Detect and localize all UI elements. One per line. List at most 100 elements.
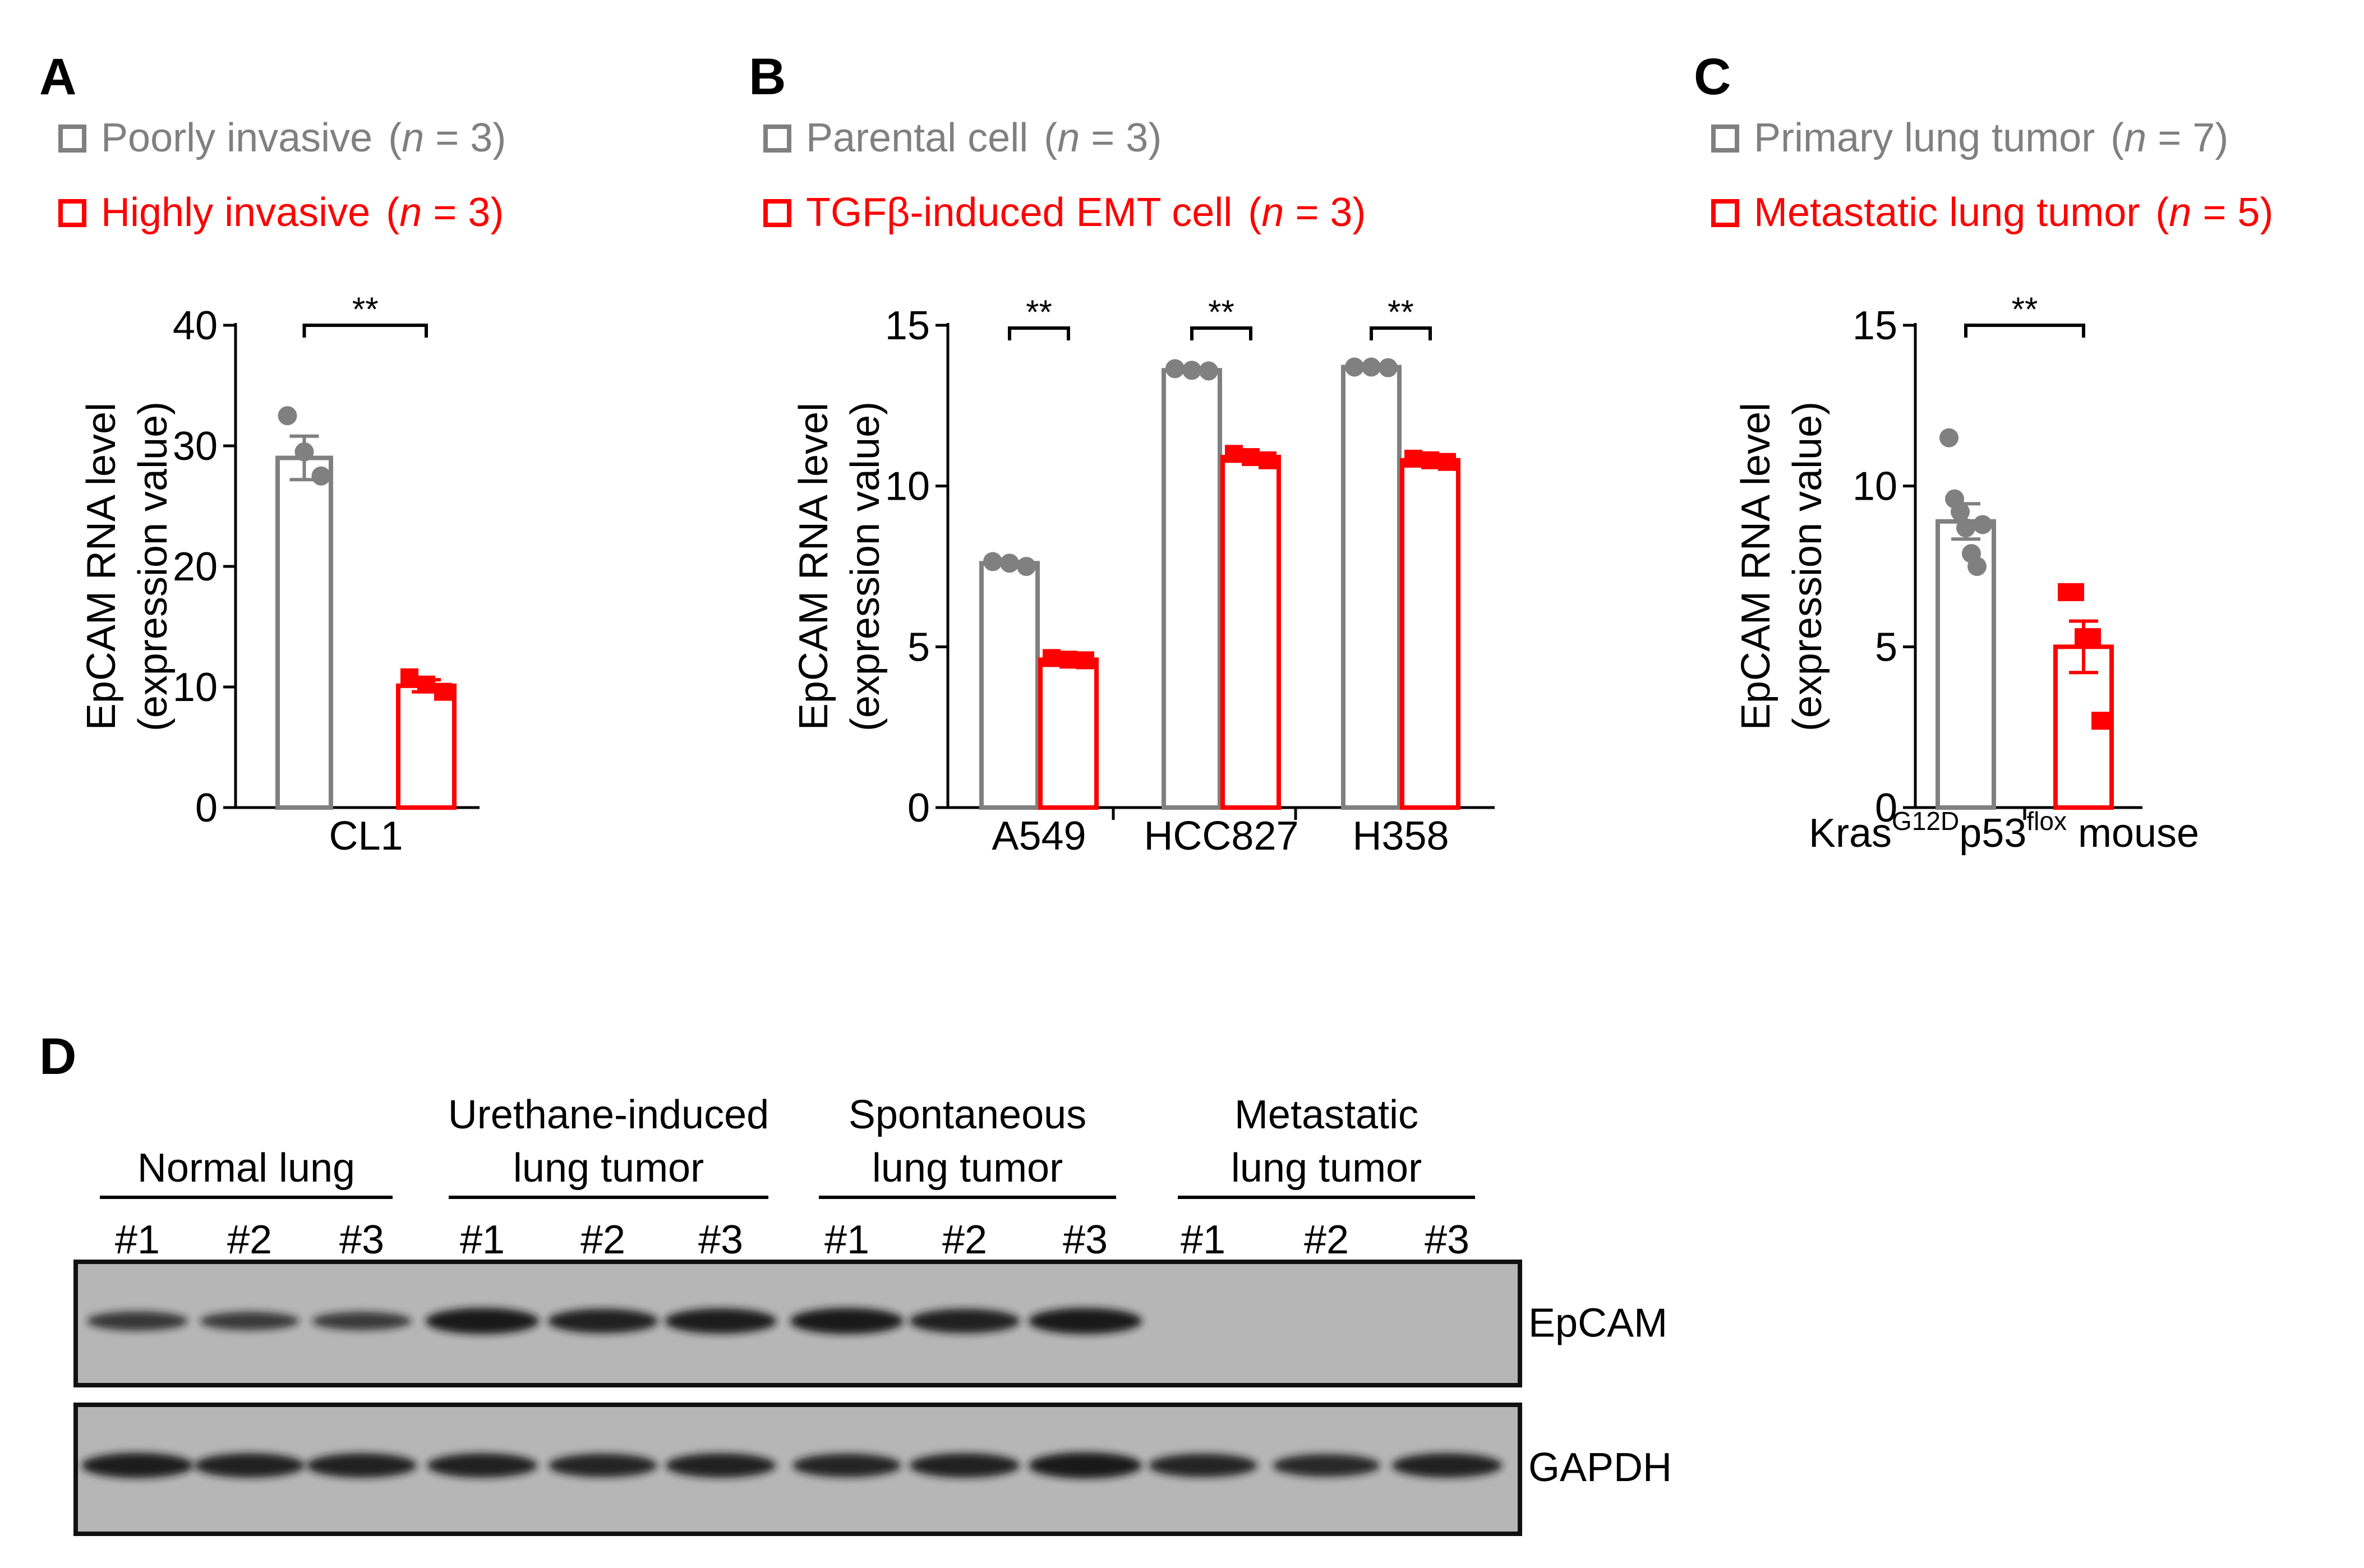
significance-marker: **: [1208, 293, 1234, 331]
data-point: [1059, 651, 1077, 669]
legend-swatch: [1711, 199, 1739, 227]
blot-lane-label: #2: [227, 1217, 272, 1262]
significance-bracket: [1190, 326, 1252, 340]
x-category-label: CL1: [329, 814, 403, 859]
bar: [1162, 368, 1222, 810]
y-tick-label: 10: [173, 665, 218, 710]
data-point: [294, 442, 314, 462]
blot-lane-label: #2: [942, 1217, 987, 1262]
blot-band: [312, 1312, 412, 1331]
data-point: [1225, 445, 1243, 463]
significance-marker: **: [352, 290, 379, 328]
blot-band: [792, 1454, 901, 1478]
data-point: [1404, 449, 1422, 468]
blot-band: [790, 1308, 904, 1334]
data-point: [1076, 651, 1094, 670]
panel-a-chart: Poorly invasive (n = 3) Highly invasive (n …: [58, 116, 506, 859]
data-point: [1182, 361, 1201, 380]
data-point: [1956, 518, 1975, 538]
blot-group-label: lung tumor: [513, 1146, 704, 1191]
data-point: [2091, 712, 2109, 730]
legend-swatch: [1711, 124, 1739, 153]
significance-marker: **: [1388, 293, 1414, 331]
data-point: [1939, 428, 1959, 448]
bar: [979, 561, 1040, 810]
blot-band: [1028, 1308, 1142, 1334]
panel-c-chart: Primary lung tumor (n = 7) Metastatic lung…: [1711, 116, 2273, 831]
legend-swatch: [58, 199, 86, 227]
data-point: [1017, 557, 1036, 576]
significance-marker: **: [2012, 290, 2038, 328]
western-blot: Normal lung Urethane-induced lung tumor Spo…: [73, 1092, 1672, 1536]
blot-band: [1273, 1454, 1380, 1477]
y-tick-label: 5: [1875, 625, 1897, 670]
blot-lane-label: #2: [1304, 1217, 1349, 1262]
legend-entry: Highly invasive (n = 3): [101, 190, 504, 235]
blot-band: [1149, 1454, 1257, 1478]
legend-entry: Parental cell (n = 3): [806, 116, 1162, 160]
legend-entry: TGFβ-induced EMT cell (n = 3): [806, 190, 1366, 235]
blot-band: [427, 1453, 538, 1478]
blot-lane-label: #3: [698, 1217, 743, 1262]
blot-group-label: Metastatic: [1234, 1092, 1418, 1137]
blot-lane-label: #3: [1425, 1217, 1469, 1262]
blot-lane-label: #3: [339, 1217, 384, 1262]
y-tick-label: 20: [173, 545, 218, 589]
blot-lane-label: #1: [1181, 1217, 1225, 1262]
blot-group-label: lung tumor: [872, 1146, 1063, 1191]
data-point: [1438, 453, 1456, 471]
y-tick-label: 5: [907, 625, 930, 670]
data-point: [1379, 358, 1398, 377]
data-point: [400, 668, 418, 686]
legend-entry: Primary lung tumor (n = 7): [1754, 116, 2228, 160]
blot-group-label: Normal lung: [137, 1146, 355, 1191]
bar: [1400, 458, 1460, 810]
data-point: [417, 675, 435, 694]
significance-bracket: [1370, 326, 1432, 340]
blot-band: [909, 1453, 1020, 1478]
bar: [275, 455, 333, 810]
significance-bracket: [302, 324, 428, 338]
data-point: [434, 682, 452, 701]
blot-lane-label: #1: [460, 1217, 505, 1262]
blot-group-label: Spontaneous: [849, 1092, 1086, 1137]
data-point: [1951, 502, 1970, 522]
data-point: [311, 466, 331, 486]
data-point: [278, 406, 297, 426]
y-tick-label: 15: [1853, 303, 1897, 348]
significance-bracket: [1008, 326, 1070, 340]
blot-band: [1028, 1452, 1142, 1479]
bar: [396, 683, 457, 810]
blot-band: [547, 1308, 658, 1334]
blot-band: [549, 1454, 657, 1478]
legend-swatch: [763, 124, 791, 153]
blot-band: [909, 1308, 1020, 1334]
bar: [1038, 657, 1099, 810]
legend-entry: Poorly invasive (n = 3): [101, 116, 506, 160]
y-tick-label: 30: [173, 424, 218, 469]
bar: [1220, 455, 1281, 810]
blot-band: [86, 1311, 188, 1331]
data-point: [1043, 649, 1061, 667]
panel-label-b: B: [749, 48, 786, 105]
y-tick-label: 15: [885, 303, 930, 348]
y-axis-label: EpCAM RNA level (expression value): [1734, 402, 1830, 731]
blot-row-label: GAPDH: [1528, 1445, 1672, 1490]
blot-lane-label: #1: [115, 1217, 160, 1262]
panel-label-a: A: [39, 48, 76, 105]
y-tick-label: 10: [885, 464, 930, 509]
blot-band: [194, 1453, 305, 1478]
blot-band: [306, 1453, 417, 1478]
legend-swatch: [763, 199, 791, 227]
blot-row-label: EpCAM: [1528, 1301, 1667, 1346]
y-axis-label: EpCAM RNA level (expression value): [79, 402, 176, 731]
data-point: [1967, 557, 1987, 576]
y-tick-label: 0: [907, 786, 930, 831]
data-point: [1242, 448, 1260, 467]
data-point: [2066, 583, 2084, 601]
blot-lane-label: #2: [580, 1217, 625, 1262]
data-point: [983, 552, 1002, 571]
data-point: [1345, 357, 1364, 377]
blot-group-label: Urethane-induced: [448, 1092, 769, 1137]
